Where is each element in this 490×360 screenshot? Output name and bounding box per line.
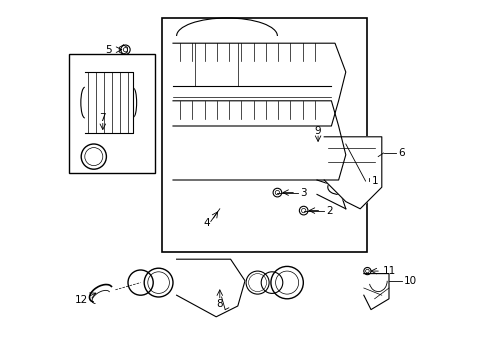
Text: 5: 5: [106, 45, 112, 55]
Bar: [69, 54, 155, 173]
Polygon shape: [173, 101, 346, 180]
Text: 8: 8: [217, 299, 223, 309]
Polygon shape: [324, 137, 382, 209]
Text: 7: 7: [99, 113, 106, 123]
Text: 11: 11: [383, 266, 396, 276]
Polygon shape: [176, 259, 245, 317]
Text: 3: 3: [300, 188, 307, 198]
Bar: [162, 18, 368, 252]
Text: 12: 12: [74, 294, 88, 305]
Text: 6: 6: [398, 148, 405, 158]
Text: 9: 9: [315, 126, 321, 136]
Polygon shape: [85, 72, 133, 133]
Text: 1: 1: [372, 176, 378, 186]
Polygon shape: [173, 43, 346, 126]
Text: 4: 4: [204, 218, 211, 228]
Text: 10: 10: [403, 276, 416, 286]
Text: 2: 2: [326, 206, 333, 216]
Bar: [274, 47, 310, 76]
